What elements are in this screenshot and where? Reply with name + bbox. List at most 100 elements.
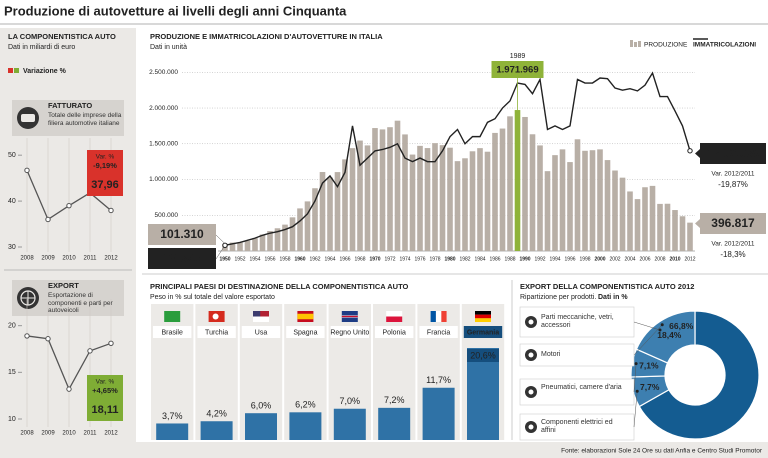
x-tick-label: 2012	[684, 256, 695, 262]
bar	[364, 145, 371, 251]
bar	[582, 150, 588, 251]
bar	[462, 158, 468, 251]
bar	[604, 160, 611, 251]
x-tick-label: 2000	[594, 256, 605, 262]
legend-swatch	[630, 40, 633, 47]
value-label: 6,0%	[251, 401, 272, 411]
change-label: Var. %	[96, 379, 115, 386]
bar	[394, 120, 401, 251]
bar	[252, 238, 258, 251]
bar	[619, 177, 626, 251]
y-tick-label: 1.500.000	[149, 140, 178, 147]
change-label: Var. 2012/2011	[711, 171, 755, 178]
y-tick-label: 2.500.000	[149, 69, 178, 76]
name-box	[241, 326, 281, 338]
bar	[304, 201, 311, 251]
bar	[664, 203, 671, 251]
bar	[274, 228, 281, 251]
y-tick-label: 1.000.000	[149, 176, 178, 183]
bar	[477, 148, 483, 251]
flag	[386, 316, 403, 322]
flag	[297, 313, 314, 320]
chart-title: PRODUZIONE E IMMATRICOLAZIONI D'AUTOVETT…	[150, 32, 383, 41]
x-tick-label: 2011	[84, 256, 98, 262]
bar	[289, 412, 322, 440]
connector	[633, 391, 638, 428]
change-value: -19,87%	[718, 180, 748, 189]
value-label: 3,7%	[162, 411, 183, 421]
legend-swatch	[14, 68, 19, 73]
x-tick-label: 2008	[20, 431, 34, 437]
bar	[559, 149, 566, 251]
flag	[386, 311, 403, 317]
panel-subtitle: Dati in miliardi di euro	[8, 44, 75, 51]
change-value: +4,65%	[92, 386, 118, 395]
y-tick-label: 500.000	[155, 212, 179, 219]
label-box	[467, 349, 499, 362]
x-tick-label: 1956	[264, 256, 275, 262]
bar	[544, 171, 551, 251]
x-tick-label: 2010	[669, 256, 680, 262]
point	[66, 202, 72, 209]
x-tick-label: 1958	[279, 256, 290, 262]
bar	[514, 110, 521, 251]
legend-box	[519, 378, 635, 406]
x-tick-label: 2009	[41, 431, 55, 437]
y-tick-label: 30	[8, 244, 16, 251]
bar	[574, 139, 581, 251]
x-tick-label: 1968	[354, 256, 365, 262]
point	[45, 336, 51, 342]
leader	[215, 245, 226, 260]
bar	[537, 145, 543, 251]
slice	[638, 310, 760, 440]
point	[24, 333, 30, 339]
chart-subtitle: Dati in unità	[150, 44, 187, 51]
bar	[467, 348, 499, 440]
bar	[484, 151, 491, 251]
bar	[627, 191, 633, 251]
label-box	[148, 224, 216, 245]
y-tick-label: 20	[8, 323, 16, 330]
name-box	[286, 326, 325, 338]
value-label: 396.817	[711, 216, 755, 230]
value-label: 7,2%	[384, 395, 405, 405]
point	[108, 207, 114, 214]
bar	[424, 148, 431, 251]
bar	[342, 159, 348, 251]
point	[66, 386, 72, 392]
value-label: 1.402.089	[706, 146, 760, 160]
bar	[402, 134, 408, 251]
highlight-label: 1989	[510, 53, 526, 60]
x-tick-label: 1970	[369, 256, 380, 262]
x-tick-label: 2008	[654, 256, 665, 262]
bar	[229, 242, 236, 251]
bar	[469, 151, 476, 251]
flag	[253, 311, 269, 317]
change-value: -18,3%	[720, 250, 745, 259]
x-tick-label: 1966	[339, 256, 350, 262]
connector-dot	[634, 362, 638, 366]
legend-swatch	[8, 68, 13, 73]
bar	[649, 185, 656, 251]
end-point	[687, 148, 693, 154]
connector-dot	[658, 328, 662, 332]
change-label: Var. %	[96, 154, 115, 161]
point	[108, 340, 114, 347]
bar	[267, 230, 273, 251]
bar	[492, 132, 498, 251]
label-box	[700, 213, 766, 234]
point	[87, 348, 93, 354]
legend-icon	[528, 352, 534, 358]
bar	[259, 234, 266, 251]
legend-swatch	[638, 41, 641, 47]
x-tick-label: 1994	[549, 256, 560, 262]
category-label: Brasile	[161, 329, 183, 336]
x-tick-label: 1978	[429, 256, 440, 262]
x-tick-label: 1954	[249, 256, 260, 262]
bar	[357, 140, 363, 251]
bar	[349, 148, 356, 251]
name-box	[375, 326, 414, 338]
legend-box	[519, 413, 635, 441]
x-tick-label: 2012	[104, 431, 118, 437]
x-tick-label: 1972	[384, 256, 395, 262]
